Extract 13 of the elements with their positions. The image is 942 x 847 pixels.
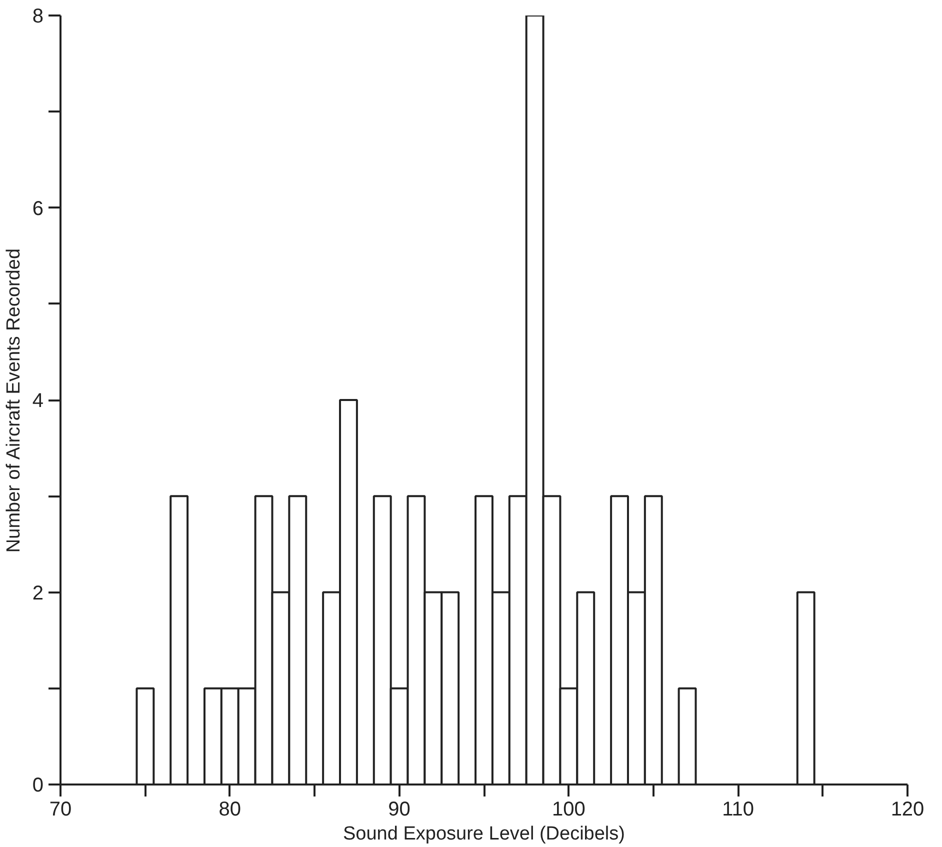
x-tick-label: 100: [552, 798, 586, 820]
x-axis-title: Sound Exposure Level (Decibels): [343, 824, 626, 844]
y-tick-label: 0: [32, 774, 44, 796]
x-tick-label: 70: [49, 798, 72, 820]
y-tick-label: 8: [32, 6, 44, 28]
x-tick-label: 110: [722, 798, 754, 820]
y-tick-label: 2: [32, 582, 44, 604]
y-axis-title: Number of Aircraft Events Recorded: [3, 248, 24, 553]
y-tick-label: 6: [32, 198, 44, 220]
x-tick-label: 120: [890, 798, 924, 820]
x-tick-label: 90: [388, 798, 410, 820]
y-tick-label: 4: [32, 390, 44, 412]
x-tick-label: 80: [218, 798, 242, 820]
